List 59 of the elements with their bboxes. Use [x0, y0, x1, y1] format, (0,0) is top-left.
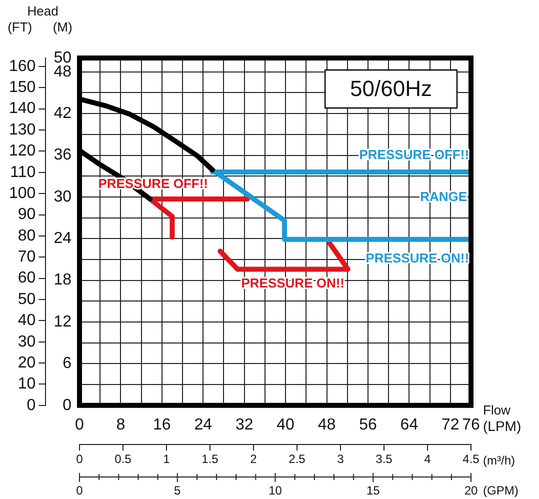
- x2-tick-label: 3.5: [376, 452, 393, 466]
- x2-tick-label: 1: [163, 452, 170, 466]
- x2-tick-label: 4: [424, 452, 432, 466]
- text: 20: [464, 483, 478, 498]
- text: 0: [76, 483, 84, 498]
- y2-tick-label: 130: [8, 121, 36, 138]
- x-tick-label: 56: [359, 416, 377, 434]
- y2-tick-label: 120: [8, 142, 36, 160]
- x-tick-label: 76: [462, 416, 480, 434]
- x-axis-title: (LPM): [483, 418, 522, 434]
- y2-tick-label: 20: [18, 354, 36, 372]
- y2-tick-label: 60: [18, 270, 36, 287]
- y2-tick-label: 150: [8, 79, 36, 96]
- y-tick-label: 30: [54, 188, 72, 206]
- x2-tick-label: 3: [337, 452, 344, 466]
- y2-tick-label: 50: [18, 290, 36, 308]
- y2-tick-label: 70: [18, 248, 36, 266]
- text: (GPM): [483, 483, 518, 498]
- y2-tick-label: 0: [26, 396, 36, 414]
- x2-axis-title: (m³/h): [483, 453, 515, 468]
- y2-axis-title: (FT): [8, 20, 32, 35]
- x2-tick-label: 0: [76, 452, 84, 466]
- text: 15: [366, 483, 380, 498]
- x-tick-label: 0: [75, 416, 84, 434]
- y2-tick-label: 10: [18, 376, 36, 393]
- y-axis-title: (M): [52, 20, 72, 35]
- y-tick-label: 6: [62, 355, 72, 372]
- y2-tick-label: 40: [18, 312, 36, 330]
- y-tick-label: 18: [54, 272, 72, 289]
- y-tick-label: 42: [54, 104, 72, 122]
- y2-tick-label: 90: [18, 206, 36, 224]
- y2-tick-label: 80: [18, 227, 36, 244]
- y-tick-label: 0: [62, 396, 72, 414]
- x2-tick-label: 2.5: [288, 452, 306, 466]
- y-tick-label: 24: [54, 230, 72, 248]
- text: Flow: [483, 402, 512, 418]
- text: 10: [268, 483, 282, 498]
- y2-tick-label: 110: [10, 164, 36, 181]
- x-tick-label: 72: [441, 416, 460, 434]
- x-tick-label: 40: [276, 416, 295, 434]
- x-tick-label: 24: [194, 416, 212, 434]
- y-tick-label: 12: [54, 313, 72, 330]
- x-tick-label: 16: [153, 416, 171, 434]
- x2-tick-label: 0.5: [114, 452, 132, 466]
- x2-tick-label: 1.5: [202, 452, 219, 466]
- y2-tick-label: 140: [8, 100, 36, 118]
- x-tick-label: 64: [400, 416, 418, 434]
- y2-tick-label: 30: [18, 333, 36, 350]
- y2-tick-label: 160: [8, 58, 36, 75]
- text: 5: [174, 483, 182, 498]
- x-tick-label: 48: [318, 416, 336, 434]
- text: Head: [27, 4, 58, 19]
- x2-tick-label: 2: [250, 452, 258, 466]
- y2-tick-label: 100: [8, 184, 36, 202]
- y-tick-label: 36: [54, 146, 72, 164]
- x-tick-label: 8: [116, 416, 126, 434]
- text: 50/60Hz: [350, 76, 432, 102]
- x-tick-label: 32: [235, 416, 254, 434]
- x2-tick-label: 4.5: [462, 452, 480, 466]
